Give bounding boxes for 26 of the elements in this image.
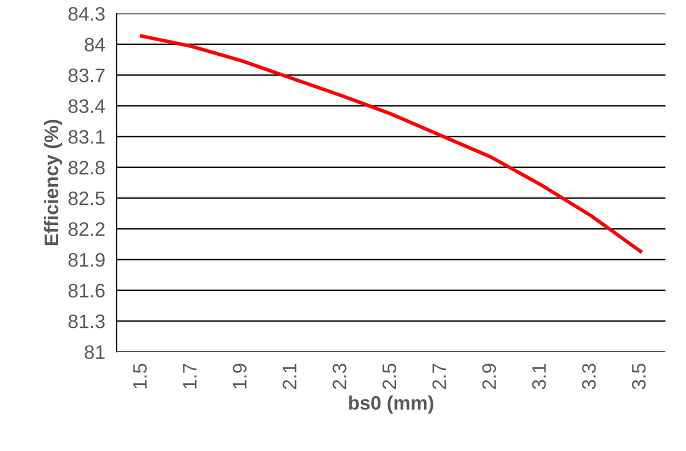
x-tick-label: 3.1 bbox=[532, 364, 546, 390]
x-tick-label: 2.5 bbox=[382, 364, 396, 389]
x-tick-label: 3.3 bbox=[582, 364, 596, 390]
y-tick-label: 83.4 bbox=[68, 99, 105, 114]
y-tick-label: 81.6 bbox=[68, 284, 105, 298]
y-axis-title: Efficiency (%) bbox=[44, 120, 62, 246]
x-axis-title: bs0 (mm) bbox=[349, 395, 434, 414]
x-tick-label: 1.5 bbox=[133, 364, 147, 388]
y-tick-label: 82.5 bbox=[68, 192, 105, 206]
x-tick-label: 2.3 bbox=[332, 364, 346, 389]
y-tick-label: 81.9 bbox=[68, 253, 105, 267]
y-tick-label: 84.3 bbox=[68, 7, 105, 21]
y-tick-label: 83.1 bbox=[68, 130, 105, 144]
x-tick-label: 1.7 bbox=[183, 364, 196, 388]
y-tick-label: 82.8 bbox=[68, 160, 105, 175]
x-tick-label: 2.7 bbox=[432, 364, 446, 389]
y-tick-label: 81.3 bbox=[68, 314, 105, 328]
y-tick-label: 82.2 bbox=[68, 222, 105, 236]
x-tick-label: 1.9 bbox=[232, 364, 247, 388]
x-tick-label: 3.5 bbox=[632, 364, 646, 390]
x-tick-label: 2.9 bbox=[482, 364, 496, 389]
y-tick-label: 83.7 bbox=[68, 68, 105, 82]
line-series bbox=[140, 34, 642, 254]
x-tick-label: 2.1 bbox=[282, 364, 296, 389]
y-tick-label: 84 bbox=[84, 38, 105, 52]
y-tick-label: 81 bbox=[84, 345, 105, 360]
